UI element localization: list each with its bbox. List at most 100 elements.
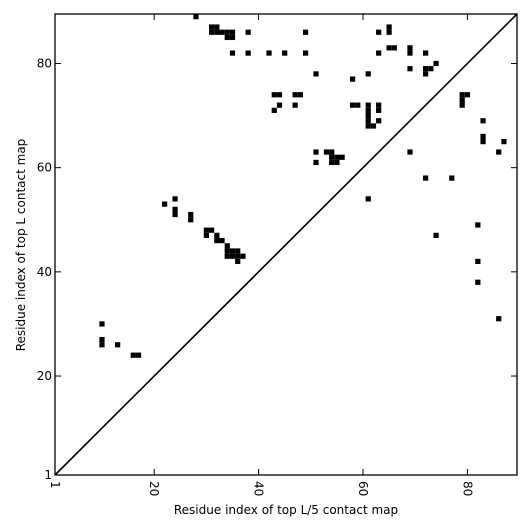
contact-cell-top-l xyxy=(271,92,277,98)
contact-cell-top-l xyxy=(407,50,413,56)
contact-cell-top-l xyxy=(292,102,298,108)
contact-cell-top-l xyxy=(459,102,465,108)
contact-cell-top-l xyxy=(376,118,382,124)
contact-cell-top-l xyxy=(365,118,371,124)
contact-cell-top-l xyxy=(313,71,319,77)
contact-cell-top-l xyxy=(297,92,303,98)
contact-cell-top-l xyxy=(329,154,335,160)
contact-cell-top-l5 xyxy=(172,211,178,218)
contact-cell-top-l xyxy=(376,107,382,113)
x-axis-title: Residue index of top L/5 contact map xyxy=(174,503,398,517)
contact-cell-top-l5 xyxy=(130,352,136,358)
plot-frame xyxy=(54,13,518,476)
contact-cell-top-l xyxy=(449,175,455,181)
contact-cell-top-l xyxy=(302,50,309,56)
contact-cell-top-l xyxy=(386,29,392,35)
contact-cell-top-l xyxy=(193,14,199,20)
contact-cell-top-l xyxy=(229,50,236,56)
contact-cell-top-l5 xyxy=(224,243,230,249)
contact-cell-top-l5 xyxy=(203,232,209,238)
contact-cell-top-l xyxy=(407,66,413,72)
contact-cell-top-l xyxy=(245,50,251,56)
contact-cell-top-l5 xyxy=(203,227,209,233)
contact-cell-top-l5 xyxy=(115,342,121,348)
diagonal-line xyxy=(54,13,518,476)
contact-cell-top-l xyxy=(229,29,236,35)
contact-cell-top-l xyxy=(313,159,319,166)
contact-cell-top-l xyxy=(334,159,340,166)
contact-cell-top-l xyxy=(229,34,236,41)
contact-cell-top-l xyxy=(334,154,340,160)
contact-cell-top-l5 xyxy=(188,211,194,218)
contact-cell-top-l xyxy=(475,222,481,228)
contact-cell-top-l xyxy=(349,76,356,82)
contact-cell-top-l xyxy=(386,45,392,51)
contact-cell-top-l xyxy=(219,29,225,35)
contact-cell-top-l xyxy=(423,66,429,72)
contact-cell-top-l xyxy=(433,232,439,238)
x-tick-label: 40 xyxy=(252,481,266,496)
contact-cell-top-l5 xyxy=(235,258,241,265)
y-tick-label: 80 xyxy=(37,56,52,70)
contact-cell-top-l xyxy=(475,258,481,265)
contact-cell-top-l xyxy=(501,139,507,145)
y-axis-title: Residue index of top L contact map xyxy=(14,139,28,352)
contact-cell-top-l5 xyxy=(172,196,178,202)
contact-cell-top-l5 xyxy=(209,227,215,233)
contact-cell-top-l5 xyxy=(219,237,225,244)
contact-cell-top-l xyxy=(224,34,230,41)
contact-cell-top-l xyxy=(276,102,283,108)
contact-cell-top-l xyxy=(480,118,486,124)
contact-cell-top-l xyxy=(349,102,356,108)
contact-cell-top-l xyxy=(224,29,230,35)
contact-cell-top-l5 xyxy=(99,336,105,343)
contact-cell-top-l xyxy=(266,50,272,56)
y-tick-label: 1 xyxy=(44,468,52,482)
contact-cell-top-l5 xyxy=(135,352,142,358)
contact-cell-top-l xyxy=(496,149,502,155)
contact-cell-top-l xyxy=(464,92,471,98)
contact-cell-top-l xyxy=(365,123,371,129)
contact-cell-top-l5 xyxy=(224,253,230,259)
contact-cell-top-l xyxy=(365,112,371,119)
axis-ticks: 1 20 40 60 80 1 20 40 60 80 xyxy=(37,14,517,496)
contact-cell-top-l xyxy=(276,92,283,98)
y-tick-label: 40 xyxy=(37,265,52,279)
contact-cell-top-l xyxy=(407,45,413,51)
contact-cell-top-l xyxy=(245,29,251,35)
contact-cell-top-l xyxy=(355,102,361,108)
contact-cell-top-l xyxy=(423,175,429,181)
contact-cell-top-l5 xyxy=(162,201,168,207)
contact-cell-top-l xyxy=(209,24,215,30)
contact-cell-top-l xyxy=(480,133,486,140)
contact-cell-top-l xyxy=(271,107,277,113)
y-tick-label: 60 xyxy=(37,161,52,175)
contact-cell-top-l5 xyxy=(235,248,241,254)
contact-cell-top-l5 xyxy=(224,248,230,254)
contact-cell-top-l xyxy=(423,50,429,56)
contact-cell-top-l xyxy=(329,159,335,166)
contact-cell-top-l xyxy=(292,92,298,98)
contact-cell-top-l xyxy=(329,149,335,155)
contact-cell-top-l xyxy=(376,29,382,35)
contact-cell-top-l xyxy=(386,24,392,30)
contact-cell-top-l xyxy=(365,196,371,202)
contact-cell-top-l xyxy=(282,50,288,56)
contact-cell-top-l xyxy=(433,60,439,67)
contact-cell-top-l5 xyxy=(214,237,220,244)
contact-cell-top-l xyxy=(423,71,429,77)
contact-cell-top-l5 xyxy=(99,321,105,327)
contact-cell-top-l xyxy=(376,50,382,56)
contact-cell-top-l xyxy=(214,29,220,35)
contact-cell-top-l5 xyxy=(229,253,236,259)
contact-cell-top-l xyxy=(459,97,465,103)
contact-cell-top-l xyxy=(480,139,486,145)
contact-cell-top-l xyxy=(376,102,382,108)
contact-cell-top-l xyxy=(391,45,397,51)
contact-cell-top-l5 xyxy=(99,342,105,348)
contact-cell-top-l5 xyxy=(188,217,194,223)
contact-cell-top-l xyxy=(407,149,413,155)
contact-cell-top-l xyxy=(214,24,220,30)
contact-cell-top-l5 xyxy=(172,206,178,212)
